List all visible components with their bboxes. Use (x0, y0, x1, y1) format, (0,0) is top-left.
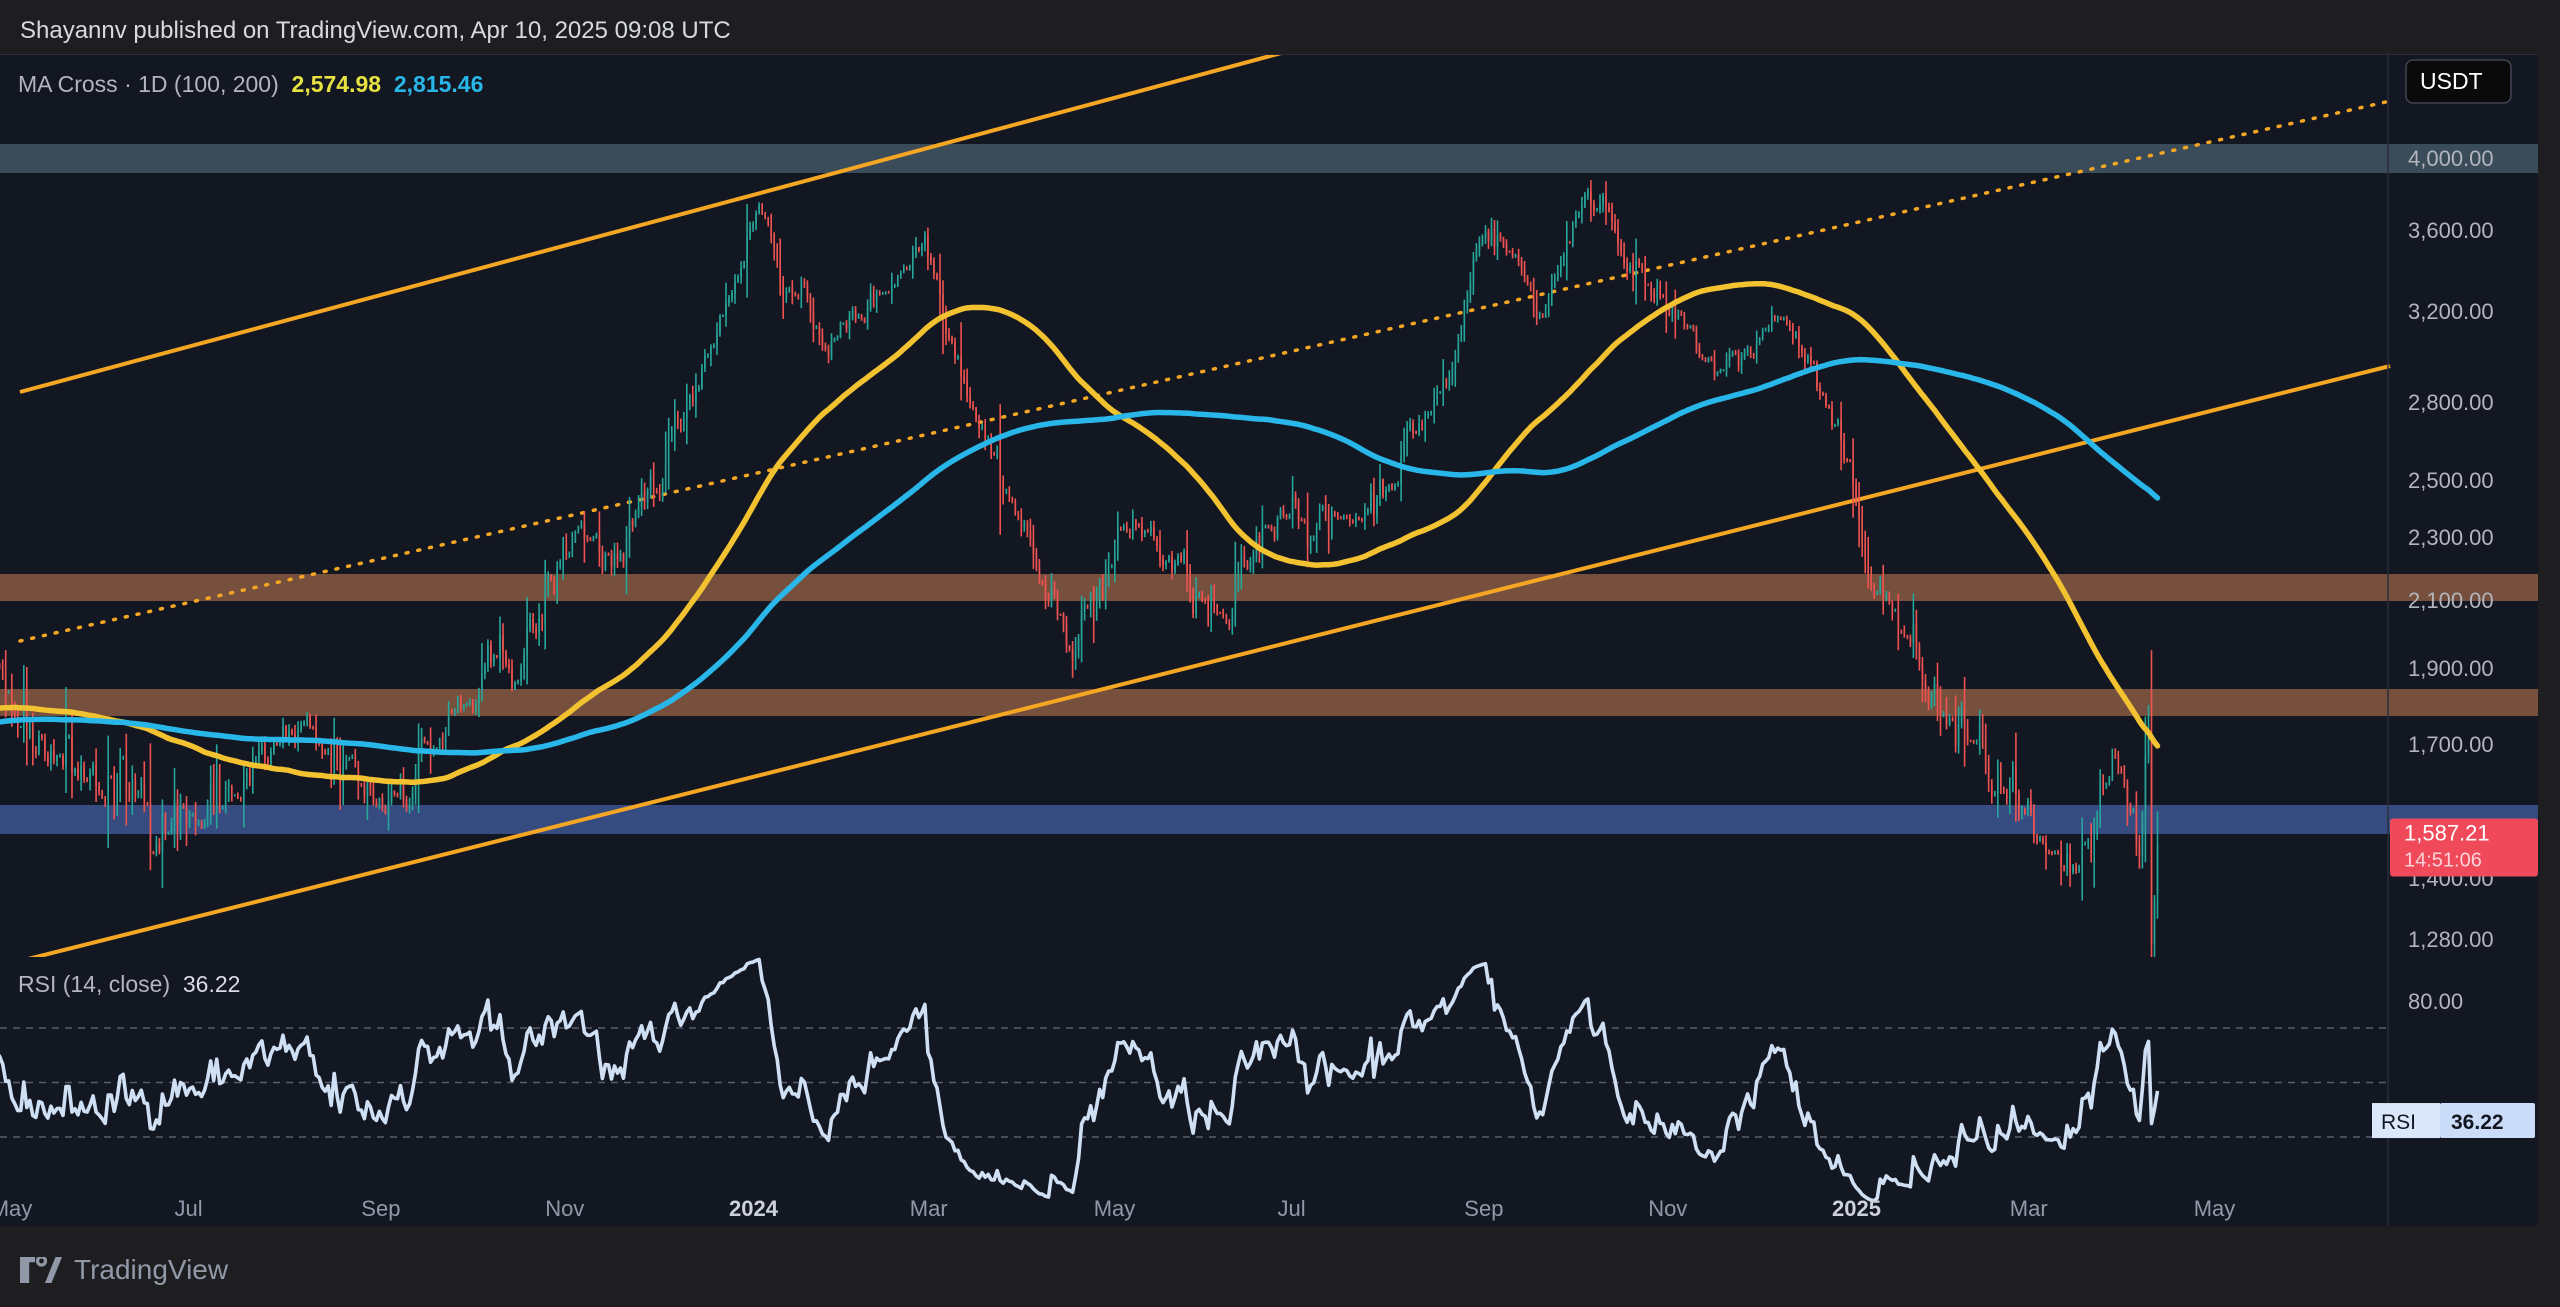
svg-text:3,200.00: 3,200.00 (2408, 299, 2494, 324)
svg-text:Jul: Jul (1278, 1196, 1306, 1221)
svg-text:1,280.00: 1,280.00 (2408, 927, 2494, 952)
svg-text:Sep: Sep (1464, 1196, 1503, 1221)
svg-text:May: May (1094, 1196, 1136, 1221)
svg-text:2,100.00: 2,100.00 (2408, 588, 2494, 613)
svg-text:4,000.00: 4,000.00 (2408, 146, 2494, 171)
svg-text:May: May (0, 1196, 32, 1221)
svg-text:2,800.00: 2,800.00 (2408, 390, 2494, 415)
svg-text:14:51:06: 14:51:06 (2404, 850, 2482, 872)
svg-text:May: May (2194, 1196, 2236, 1221)
svg-text:USDT: USDT (2420, 68, 2483, 94)
svg-text:Mar: Mar (910, 1196, 948, 1221)
svg-text:Jul: Jul (175, 1196, 203, 1221)
svg-text:80.00: 80.00 (2408, 989, 2463, 1014)
svg-text:Nov: Nov (1648, 1196, 1687, 1221)
svg-text:1,700.00: 1,700.00 (2408, 732, 2494, 757)
svg-text:Nov: Nov (545, 1196, 584, 1221)
svg-text:2025: 2025 (1832, 1196, 1881, 1221)
svg-text:Mar: Mar (2010, 1196, 2048, 1221)
svg-text:RSI: RSI (2381, 1111, 2416, 1134)
svg-text:3,600.00: 3,600.00 (2408, 218, 2494, 243)
svg-text:Sep: Sep (361, 1196, 400, 1221)
svg-text:1,587.21: 1,587.21 (2404, 821, 2490, 846)
svg-text:2024: 2024 (729, 1196, 779, 1221)
svg-text:2,300.00: 2,300.00 (2408, 525, 2494, 550)
svg-text:1,900.00: 1,900.00 (2408, 656, 2494, 681)
svg-text:36.22: 36.22 (2451, 1111, 2504, 1134)
svg-text:2,500.00: 2,500.00 (2408, 468, 2494, 493)
